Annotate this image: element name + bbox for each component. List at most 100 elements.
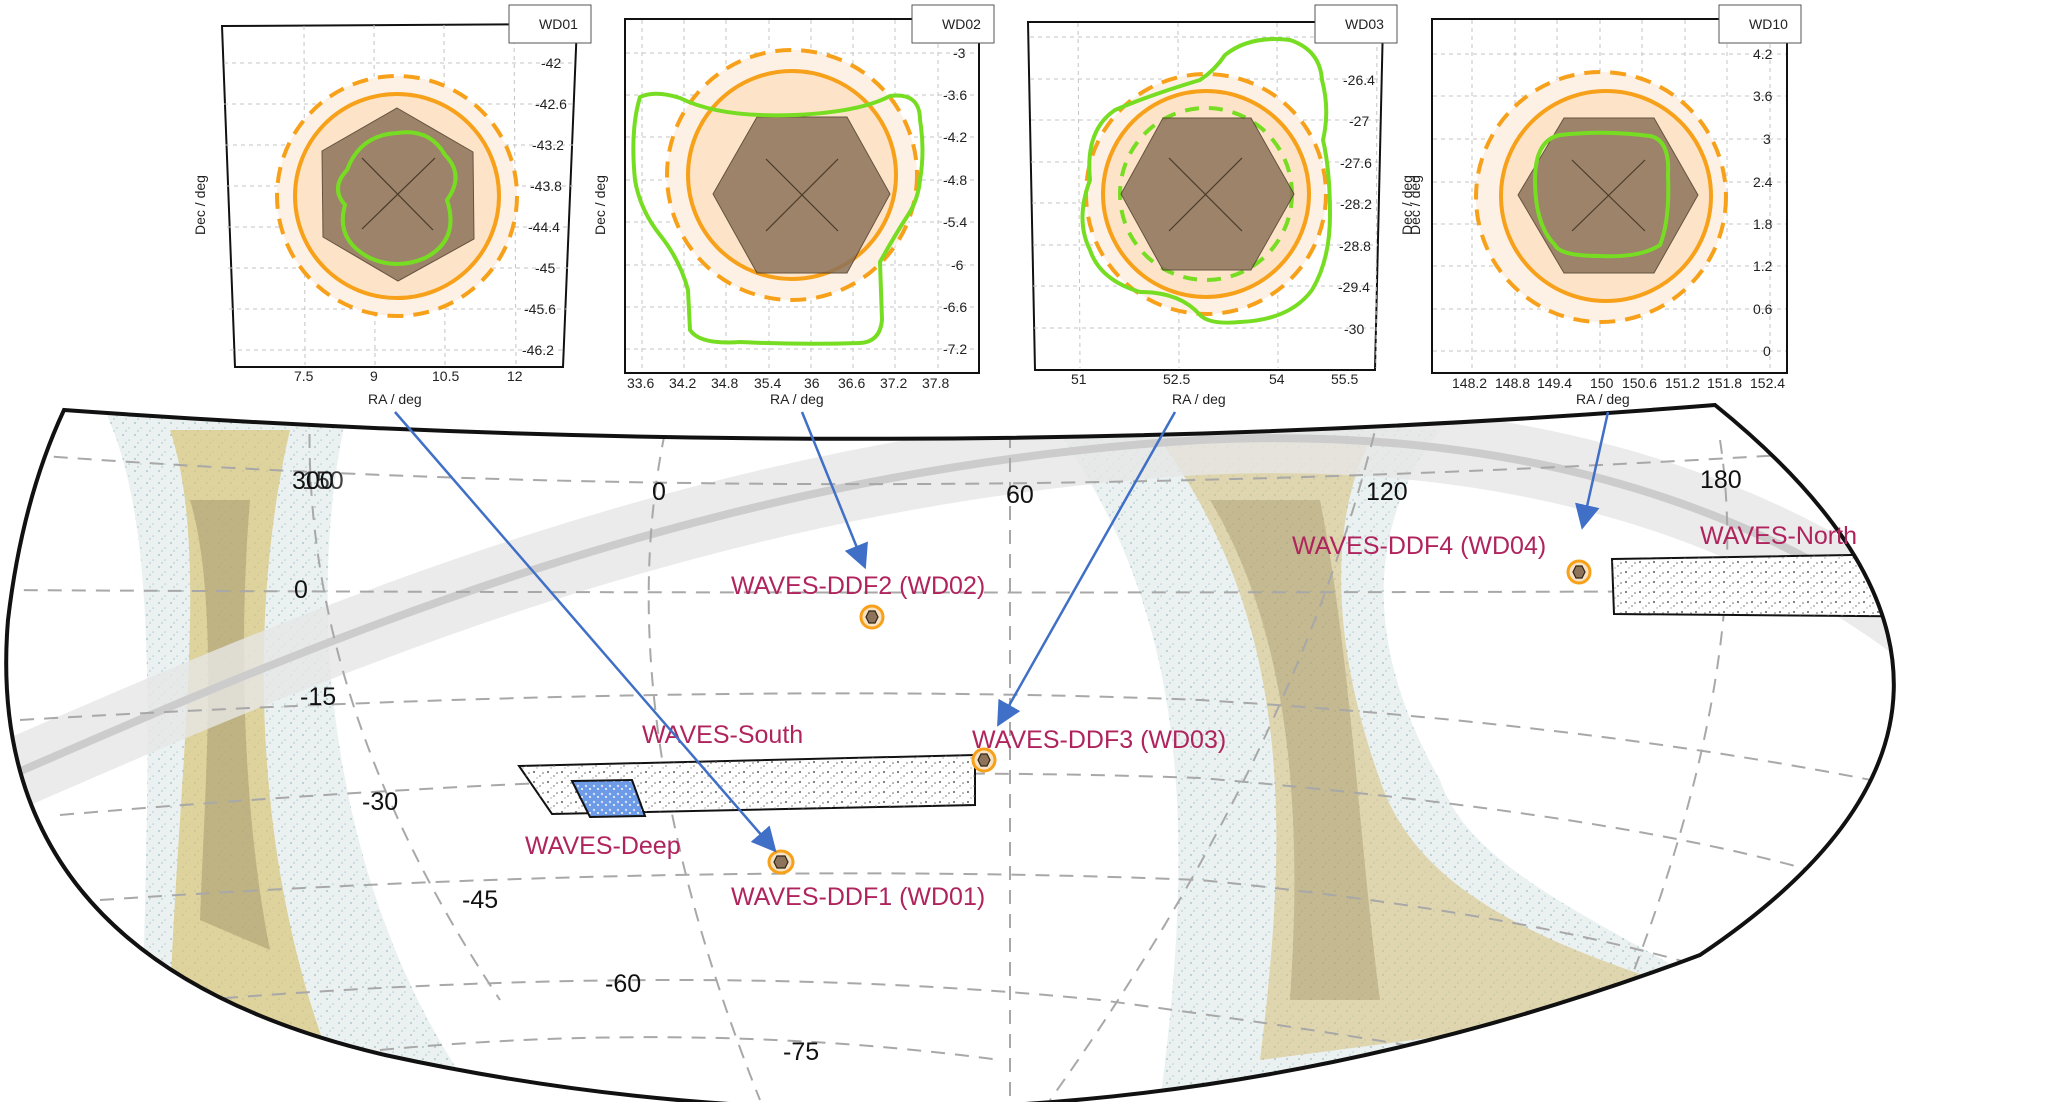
- y-tick: -42: [541, 55, 561, 71]
- y-tick: -27.6: [1340, 155, 1372, 171]
- y-tick: -28.2: [1340, 196, 1372, 212]
- x-axis-label-wd02: RA / deg: [770, 391, 824, 407]
- y-tick: 1.8: [1753, 216, 1773, 232]
- sky-map-outline: [4, 402, 1896, 1102]
- x-tick: 36: [804, 375, 820, 391]
- waves-deep-region: [570, 778, 647, 819]
- y-tick: -26.4: [1343, 72, 1375, 88]
- label-waves-ddf4: WAVES-DDF4 (WD04): [1292, 532, 1546, 560]
- dec-label-minus60: -60: [605, 970, 641, 998]
- panel-tag-wd02: WD02: [942, 16, 981, 32]
- x-tick: 150: [1590, 375, 1614, 391]
- ra-label-120: 120: [1366, 478, 1408, 506]
- panel-tag-wd10: WD10: [1749, 16, 1788, 32]
- label-waves-ddf2: WAVES-DDF2 (WD02): [731, 572, 985, 600]
- inset-panel-wd02: WD02 -3 -3.6 -4.2 -4.8 -5.4 -6 -6.6 -7.2…: [592, 4, 995, 407]
- x-axis-label-wd03: RA / deg: [1172, 391, 1226, 407]
- y-tick: -28.8: [1339, 238, 1371, 254]
- y-tick: -3: [953, 45, 966, 61]
- y-axis-label-wd10: Dec / deg: [1399, 175, 1415, 235]
- x-tick: 36.6: [838, 375, 865, 391]
- y-tick: 2.4: [1753, 174, 1773, 190]
- dec-label-minus15: -15: [300, 683, 336, 711]
- inset-panel-wd03: WD03 -26.4 -27 -27.6 -28.2 -28.8 -29.4 -…: [1026, 4, 1423, 407]
- x-tick: 151.2: [1665, 375, 1700, 391]
- label-waves-deep: WAVES-Deep: [525, 832, 681, 860]
- y-axis-label-wd03: Dec / deg: [1407, 175, 1423, 235]
- x-tick: 52.5: [1163, 371, 1190, 387]
- ddf1-marker[interactable]: [767, 849, 795, 875]
- y-tick: 1.2: [1753, 258, 1773, 274]
- label-waves-north: WAVES-North: [1700, 522, 1857, 550]
- y-tick: -5.4: [943, 214, 967, 230]
- x-tick: 149.4: [1537, 375, 1572, 391]
- label-waves-south: WAVES-South: [642, 721, 803, 749]
- milky-way-core-right: [1160, 440, 1720, 1060]
- ddf4-marker[interactable]: [1566, 559, 1592, 585]
- label-waves-ddf1: WAVES-DDF1 (WD01): [731, 883, 985, 911]
- x-tick: 33.6: [627, 375, 654, 391]
- y-tick: -30: [1344, 321, 1364, 337]
- y-tick: -29.4: [1338, 279, 1370, 295]
- y-tick: -43.2: [532, 137, 564, 153]
- inset-panel-wd01: WD01 -42 -42.6 -43.2 -43.8 -44.4 -45 -45…: [192, 4, 592, 407]
- y-tick: -42.6: [535, 96, 567, 112]
- y-tick: -6: [951, 257, 964, 273]
- y-tick: -45: [535, 260, 555, 276]
- y-axis-label-wd02: Dec / deg: [592, 175, 608, 235]
- ra-label-0: 0: [652, 478, 666, 506]
- label-waves-ddf3: WAVES-DDF3 (WD03): [972, 726, 1226, 754]
- sky-map: 300 150 0 60 120 180 0 -15 -30 -45 -60 -…: [4, 402, 1896, 1102]
- x-tick: 152.4: [1750, 375, 1785, 391]
- ra-label-180: 180: [1700, 466, 1742, 494]
- x-tick: 34.8: [711, 375, 738, 391]
- y-tick: -46.2: [522, 342, 554, 358]
- x-tick: 12: [507, 368, 523, 384]
- y-tick: -43.8: [530, 178, 562, 194]
- dec-label-0: 0: [294, 576, 308, 604]
- milky-way-core-left: [170, 430, 330, 1060]
- x-tick: 151.8: [1707, 375, 1742, 391]
- y-axis-label-wd01: Dec / deg: [192, 175, 208, 235]
- y-tick: -44.4: [528, 219, 560, 235]
- x-tick: 148.2: [1452, 375, 1487, 391]
- x-axis-label-wd01: RA / deg: [368, 391, 422, 407]
- y-tick: 0.6: [1753, 301, 1773, 317]
- ddf2-marker[interactable]: [859, 604, 885, 630]
- x-tick: 54: [1269, 371, 1285, 387]
- arrow-wd10-to-ddf4: [1575, 411, 1610, 530]
- x-tick: 37.8: [922, 375, 949, 391]
- x-tick: 35.4: [754, 375, 781, 391]
- y-tick: -27: [1349, 113, 1369, 129]
- x-tick: 9: [370, 368, 378, 384]
- x-tick: 37.2: [880, 375, 907, 391]
- x-tick: 150.6: [1622, 375, 1657, 391]
- panel-tag-wd01: WD01: [539, 16, 578, 32]
- x-tick: 55.5: [1331, 371, 1358, 387]
- x-tick: 34.2: [669, 375, 696, 391]
- ddf3-marker[interactable]: [971, 747, 997, 773]
- y-tick: -45.6: [524, 301, 556, 317]
- ra-label-150: 150: [302, 467, 344, 495]
- x-tick: 7.5: [294, 368, 314, 384]
- connector-arrows: [394, 411, 1610, 853]
- dec-label-minus30: -30: [362, 788, 398, 816]
- y-tick: -7.2: [943, 341, 967, 357]
- ra-label-60: 60: [1006, 481, 1034, 509]
- x-tick: 148.8: [1495, 375, 1530, 391]
- ra-label-300: 300: [292, 467, 334, 495]
- y-tick: 0: [1763, 343, 1771, 359]
- y-tick: 3.6: [1753, 88, 1773, 104]
- arrow-wd02-to-ddf2: [800, 411, 868, 570]
- panel-tag-wd03: WD03: [1345, 16, 1384, 32]
- x-tick: 51: [1071, 371, 1087, 387]
- y-tick: -6.6: [943, 299, 967, 315]
- x-tick: 10.5: [432, 368, 459, 384]
- y-tick: 4.2: [1753, 46, 1773, 62]
- arrow-wd01-to-ddf1: [394, 411, 777, 853]
- y-tick: 3: [1763, 131, 1771, 147]
- y-tick: -3.6: [943, 87, 967, 103]
- dec-label-minus75: -75: [783, 1038, 819, 1066]
- arrow-wd03-to-ddf3: [997, 411, 1177, 727]
